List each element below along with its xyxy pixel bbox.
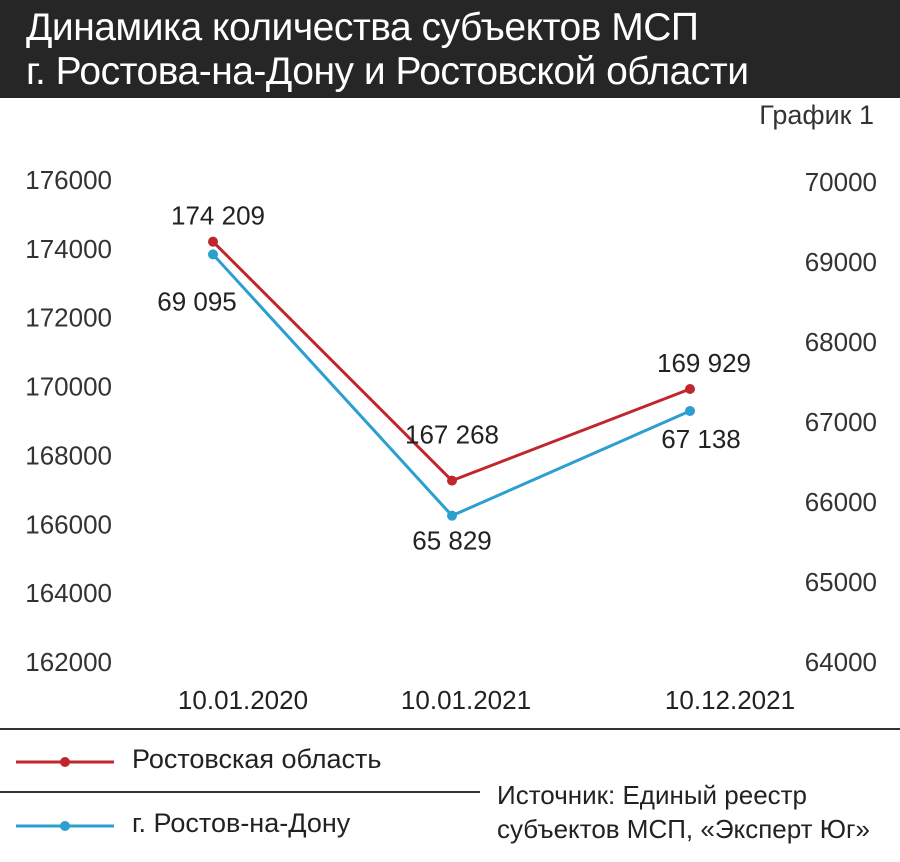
data-point [685,384,695,395]
legend-label-rostov-city: г. Ростов-на-Дону [132,808,351,838]
data-label: 174 209 [171,201,265,231]
line-chart: 162000 164000 166000 168000 170000 172000 1740… [25,165,877,715]
legend-item-rostov-oblast: Ростовская область [14,742,381,782]
data-point [447,510,457,521]
x-tick-label: 10.01.2021 [401,685,531,715]
y-right-tick-label: 69000 [805,247,877,277]
data-label: 67 138 [661,424,741,454]
data-point [685,405,695,416]
y-left-tick-label: 168000 [25,440,112,470]
data-label: 169 929 [657,348,751,378]
y-left-tick-label: 172000 [25,303,112,333]
y-right-tick-label: 66000 [805,487,877,517]
legend-divider [0,728,900,730]
chart-title-line-1: Динамика количества субъектов МСП [26,6,699,49]
chart-number-label: График 1 [759,100,874,130]
source-note: Источник: Единый реестр субъектов МСП, «… [497,778,870,846]
data-point [447,475,457,486]
chart-title-line-2: г. Ростова-на-Дону и Ростовской области [26,50,749,93]
legend-item-rostov-city: г. Ростов-на-Дону [14,806,350,846]
y-right-tick-label: 70000 [805,167,877,197]
data-label: 65 829 [412,526,492,556]
y-right-tick-label: 68000 [805,327,877,357]
y-right-tick-label: 64000 [805,647,877,677]
y-left-tick-label: 170000 [25,372,112,402]
y-right-tick-label: 65000 [805,567,877,597]
title-bar: Динамика количества субъектов МСП г. Рос… [0,0,900,98]
data-point [208,249,218,260]
legend-divider-2 [0,791,480,793]
x-tick-label: 10.12.2021 [665,685,795,715]
legend-label-rostov-oblast: Ростовская область [132,744,382,774]
data-label: 69 095 [157,286,237,316]
data-point [208,236,218,247]
legend-marker-red [16,757,114,767]
y-left-tick-label: 164000 [25,578,112,608]
y-left-tick-label: 162000 [25,647,112,677]
y-right-tick-label: 67000 [805,407,877,437]
source-line-2: субъектов МСП, «Эксперт Юг» [497,814,870,844]
data-label: 167 268 [405,420,499,450]
y-left-tick-label: 166000 [25,509,112,539]
source-line-1: Источник: Единый реестр [497,780,808,810]
legend-marker-blue [16,821,114,831]
y-left-tick-label: 176000 [25,165,112,195]
y-left-tick-label: 174000 [25,234,112,264]
x-tick-label: 10.01.2020 [178,685,308,715]
